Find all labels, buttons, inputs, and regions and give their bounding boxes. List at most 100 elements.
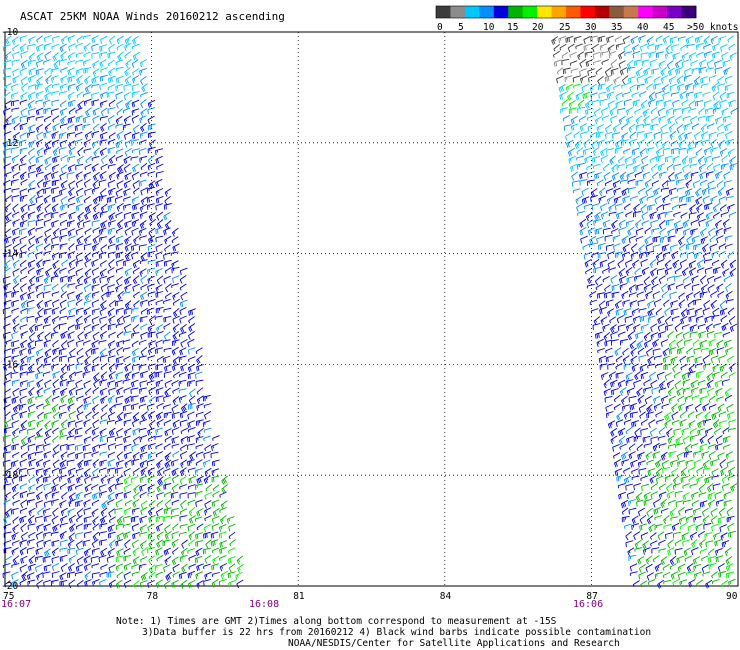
wind-barb <box>76 475 84 484</box>
wind-barb <box>666 179 675 187</box>
wind-barb <box>640 323 649 332</box>
wind-barb <box>18 403 27 411</box>
wind-barb <box>633 164 641 172</box>
wind-barb <box>647 578 656 585</box>
wind-barb <box>27 363 35 373</box>
wind-barb <box>67 83 76 91</box>
wind-barb <box>106 91 115 98</box>
wind-barb <box>20 211 28 221</box>
wind-barb <box>672 482 681 491</box>
wind-barb <box>84 571 92 581</box>
wind-barb <box>667 67 676 77</box>
wind-barb <box>83 235 91 244</box>
wind-barb <box>602 323 610 332</box>
wind-barb <box>623 475 632 484</box>
wind-barb <box>99 307 107 316</box>
wind-barb <box>658 443 667 448</box>
longitude-label: 78 <box>147 591 159 602</box>
wind-barb <box>84 131 92 140</box>
wind-barb <box>123 387 131 394</box>
wind-barb <box>132 203 140 211</box>
wind-barb <box>624 259 633 268</box>
wind-barb <box>621 132 629 141</box>
wind-barb <box>595 67 603 75</box>
wind-barb <box>678 195 687 203</box>
wind-barb <box>76 347 84 356</box>
wind-barb <box>671 44 679 52</box>
wind-barb <box>634 267 641 275</box>
wind-barb <box>26 499 35 506</box>
wind-barb <box>147 475 155 484</box>
wind-barb <box>147 427 155 436</box>
wind-barb <box>195 451 204 458</box>
wind-barb <box>622 404 630 412</box>
wind-barb <box>59 539 68 547</box>
wind-barb <box>172 371 180 379</box>
wind-barb <box>616 211 624 220</box>
wind-barb <box>172 396 180 406</box>
wind-barb <box>606 35 614 43</box>
wind-barb <box>661 459 669 469</box>
wind-barb <box>679 522 687 530</box>
wind-barb <box>91 572 100 579</box>
wind-barb <box>107 267 115 274</box>
wind-barb <box>20 203 28 213</box>
wind-barb <box>27 467 35 475</box>
wind-barb <box>205 539 212 549</box>
wind-barb <box>590 194 598 203</box>
wind-barb <box>654 571 663 579</box>
wind-barb <box>26 547 35 554</box>
wind-barb <box>592 146 600 156</box>
wind-barb <box>155 178 163 187</box>
wind-barb <box>139 115 147 124</box>
wind-barb <box>100 395 108 405</box>
wind-barb <box>116 130 124 140</box>
wind-barb <box>43 307 52 315</box>
wind-barb <box>12 491 19 500</box>
wind-barb <box>50 108 59 116</box>
wind-barb <box>674 322 682 333</box>
wind-barb <box>718 243 726 250</box>
wind-barb <box>587 124 596 132</box>
wind-barb <box>99 44 107 52</box>
wind-barb <box>723 499 732 507</box>
wind-barb <box>658 539 666 546</box>
wind-barb <box>210 443 219 451</box>
wind-barb <box>640 258 648 267</box>
wind-barb <box>171 514 179 520</box>
wind-barb <box>720 163 729 170</box>
wind-barb <box>605 83 613 93</box>
wind-barb <box>92 356 100 364</box>
wind-barb <box>716 339 724 349</box>
wind-barb <box>658 387 667 393</box>
wind-barb <box>12 283 20 293</box>
wind-barb <box>42 443 51 451</box>
wind-barb <box>610 427 618 437</box>
wind-barb <box>116 148 124 155</box>
wind-barb <box>4 244 12 253</box>
wind-barb <box>91 291 100 299</box>
wind-barb <box>147 99 156 108</box>
wind-barb <box>116 515 124 525</box>
wind-barb <box>705 171 714 179</box>
wind-barb <box>140 291 148 301</box>
wind-barb <box>685 508 693 514</box>
wind-barb <box>607 260 615 269</box>
wind-barb <box>187 492 196 499</box>
wind-barb <box>655 139 663 148</box>
wind-barb <box>60 507 68 517</box>
wind-barb <box>653 131 661 140</box>
wind-barb <box>12 363 20 373</box>
wind-barb <box>697 530 706 538</box>
wind-barb <box>702 139 710 147</box>
wind-barb <box>654 563 662 572</box>
wind-barb <box>713 100 720 110</box>
wind-barb <box>164 387 171 397</box>
wind-barb <box>604 67 612 77</box>
wind-barb <box>607 100 615 109</box>
wind-barb <box>67 315 76 320</box>
wind-barb <box>655 35 663 42</box>
wind-barb <box>67 483 75 492</box>
wind-barb <box>680 212 688 219</box>
wind-barb <box>141 83 148 93</box>
